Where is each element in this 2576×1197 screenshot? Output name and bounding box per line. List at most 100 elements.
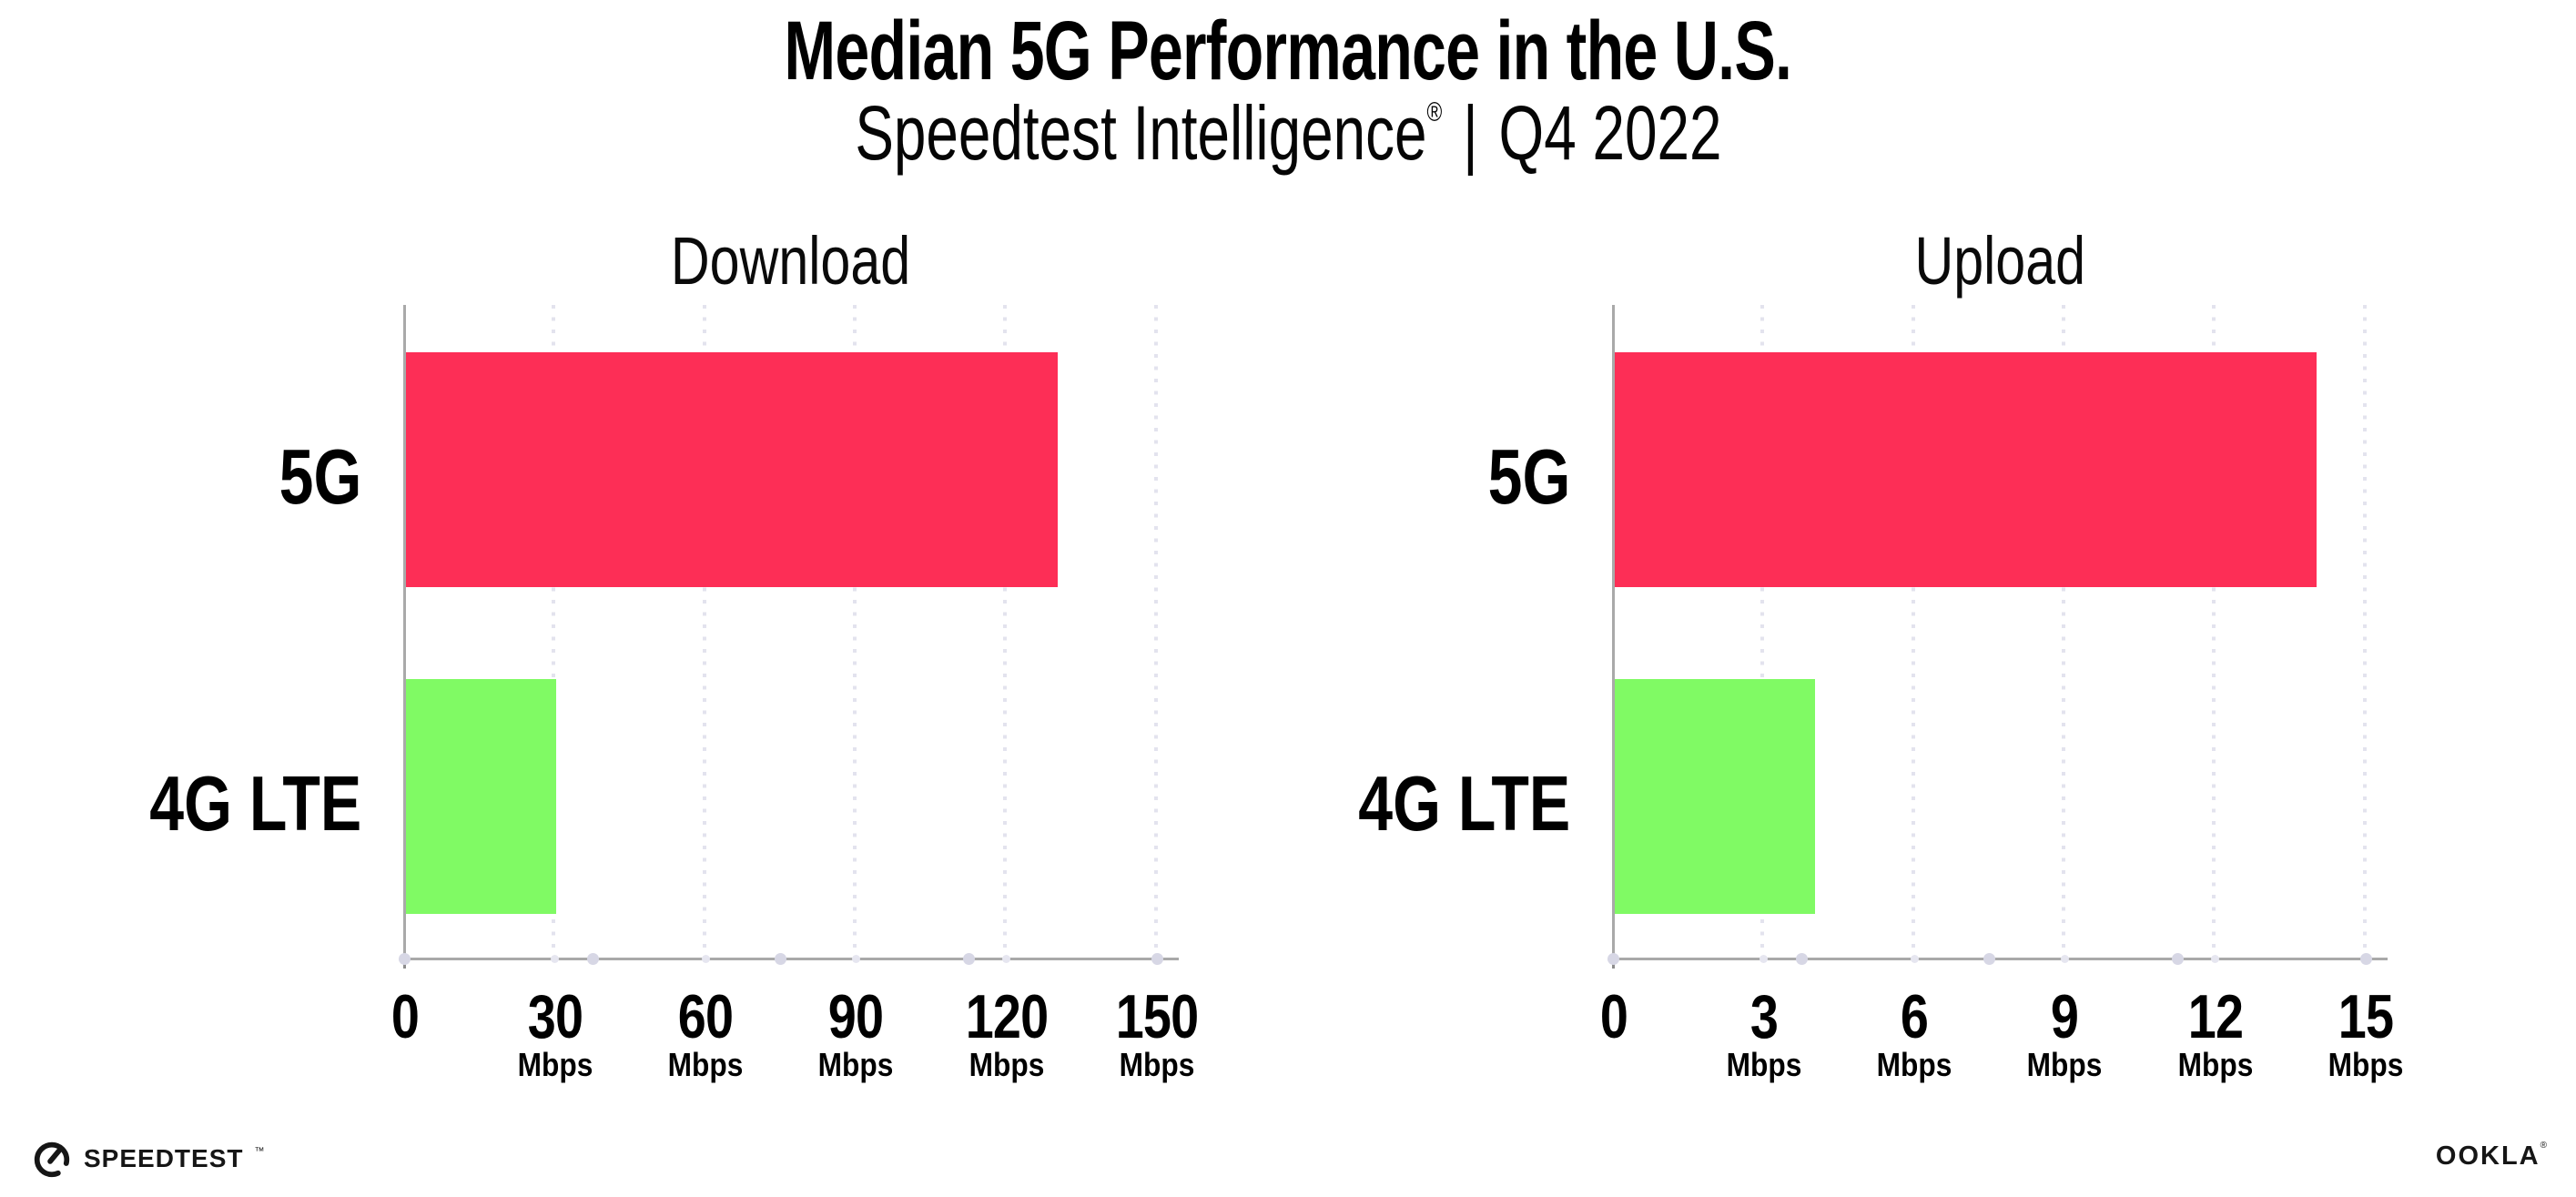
- category-label-text-4g-lte: 4G LTE: [1358, 760, 1570, 847]
- x-tick-label-90: 90: [823, 986, 890, 1048]
- x-tick-label-0: 0: [1597, 986, 1630, 1048]
- x-axis-line: [1612, 958, 2388, 960]
- gridline-base-dot: [1002, 955, 1011, 963]
- x-tick-label-text-0: 0: [1599, 982, 1628, 1051]
- upload-plot-area: 5G 4G LTE 0 3 Mbps 6 Mbps 9 Mbps 12 Mbps 15 Mbps: [1358, 305, 2403, 1081]
- x-tick-label-9: 9: [2048, 986, 2082, 1048]
- axis-quarter-dot: [2359, 953, 2372, 965]
- subtitle: Speedtest Intelligence® | Q4 2022: [0, 93, 2576, 173]
- bar-5g: [406, 352, 1059, 587]
- x-tick-label-text-60: 60: [677, 982, 734, 1051]
- x-tick-label-15: 15: [2332, 986, 2399, 1048]
- x-tick-unit-15: Mbps: [2323, 1049, 2409, 1081]
- x-tick-unit-text-3: Mbps: [1726, 1046, 1802, 1083]
- x-tick-label-text-90: 90: [828, 982, 884, 1051]
- x-tick-label-text-120: 120: [965, 982, 1048, 1051]
- x-tick-unit-text-90: Mbps: [818, 1046, 894, 1083]
- axis-quarter-dot: [1151, 953, 1163, 965]
- x-tick-unit-9: Mbps: [2022, 1049, 2107, 1081]
- download-chart: Download 5G 4G LTE 0 30 Mbps 60 Mbps 90 Mbps 120 M…: [149, 0, 1199, 1197]
- gridline-9: [2061, 305, 2065, 958]
- gridline-90: [852, 305, 857, 958]
- x-tick-unit-6: Mbps: [1871, 1049, 1957, 1081]
- x-tick-label-120: 120: [956, 986, 1056, 1048]
- axis-quarter-dot: [586, 953, 599, 965]
- x-tick-unit-text-120: Mbps: [969, 1046, 1045, 1083]
- x-tick-unit-30: Mbps: [512, 1049, 598, 1081]
- gridline-base-dot: [851, 955, 860, 963]
- x-tick-unit-90: Mbps: [813, 1049, 898, 1081]
- gridline-base-dot: [1910, 955, 1919, 963]
- axis-quarter-dot: [1983, 953, 1996, 965]
- x-tick-unit-text-150: Mbps: [1119, 1046, 1195, 1083]
- gridline-150: [1153, 305, 1158, 958]
- x-tick-unit-120: Mbps: [964, 1049, 1050, 1081]
- x-tick-unit-text-60: Mbps: [667, 1046, 744, 1083]
- subtitle-text: Speedtest Intelligence® | Q4 2022: [855, 93, 1721, 173]
- x-tick-label-text-9: 9: [2051, 982, 2079, 1051]
- gridline-base-dot: [1760, 955, 1769, 963]
- x-tick-label-150: 150: [1107, 986, 1207, 1048]
- page-title-text: Median 5G Performance in the U.S.: [784, 5, 1792, 97]
- category-label-text-4g-lte: 4G LTE: [149, 760, 361, 847]
- gridline-12: [2212, 305, 2216, 958]
- x-tick-label-text-0: 0: [390, 982, 419, 1051]
- gridline-6: [1911, 305, 1915, 958]
- gridline-15: [2362, 305, 2367, 958]
- axis-quarter-dot: [1795, 953, 1808, 965]
- category-label-5g: 5G: [1206, 360, 1570, 594]
- axis-quarter-dot: [1607, 953, 1619, 965]
- x-tick-label-text-12: 12: [2187, 982, 2243, 1051]
- download-plot-area: 5G 4G LTE 0 30 Mbps 60 Mbps 90 Mbps 120 Mbps 150 Mbp…: [149, 305, 1199, 1081]
- x-tick-label-12: 12: [2182, 986, 2249, 1048]
- subtitle-brand: Speedtest Intelligence: [854, 90, 1427, 176]
- gridline-120: [1003, 305, 1008, 958]
- category-label-4g-lte: 4G LTE: [0, 686, 361, 921]
- x-tick-label-text-150: 150: [1115, 982, 1199, 1051]
- x-tick-unit-text-6: Mbps: [1876, 1046, 1952, 1083]
- gridline-base-dot: [551, 955, 560, 963]
- gridline-30: [552, 305, 556, 958]
- x-tick-unit-text-12: Mbps: [2177, 1046, 2254, 1083]
- x-tick-label-text-6: 6: [1900, 982, 1929, 1051]
- page-title: Median 5G Performance in the U.S.: [0, 7, 2576, 96]
- axis-quarter-dot: [399, 953, 411, 965]
- upload-chart-title: Upload: [1612, 226, 2388, 297]
- x-tick-unit-150: Mbps: [1114, 1049, 1200, 1081]
- bar-4g-lte: [1615, 679, 1816, 914]
- bar-5g: [1615, 352, 2317, 587]
- ookla-wordmark: OOKLA: [2435, 1141, 2541, 1171]
- gridline-3: [1760, 305, 1765, 958]
- trademark-icon: ™: [254, 1145, 265, 1157]
- x-tick-unit-text-15: Mbps: [2328, 1046, 2404, 1083]
- bar-4g-lte: [406, 679, 557, 914]
- x-tick-label-text-15: 15: [2338, 982, 2394, 1051]
- upload-chart: Upload 5G 4G LTE 0 3 Mbps 6 Mbps 9 Mbps 12 Mbps 15 M…: [1358, 0, 2403, 1197]
- x-tick-label-60: 60: [672, 986, 739, 1048]
- download-chart-title-text: Download: [671, 223, 911, 299]
- category-label-text-5g: 5G: [1487, 433, 1570, 521]
- ookla-logo: OOKLA ®: [2435, 1141, 2547, 1171]
- x-axis-line: [403, 958, 1179, 960]
- x-tick-label-0: 0: [388, 986, 421, 1048]
- gridline-base-dot: [2211, 955, 2220, 963]
- gridline-60: [702, 305, 706, 958]
- speedtest-gauge-icon: [34, 1141, 70, 1178]
- axis-quarter-dot: [962, 953, 975, 965]
- subtitle-divider: |: [1462, 90, 1478, 176]
- registered-trademark-icon: ®: [1426, 97, 1442, 127]
- category-label-4g-lte: 4G LTE: [1206, 686, 1570, 921]
- speedtest-wordmark: SPEEDTEST: [84, 1144, 244, 1172]
- axis-quarter-dot: [2171, 953, 2184, 965]
- gridline-base-dot: [2060, 955, 2069, 963]
- y-axis-line: [1612, 305, 1615, 960]
- axis-quarter-dot: [775, 953, 787, 965]
- x-tick-unit-text-9: Mbps: [2027, 1046, 2103, 1083]
- x-tick-unit-60: Mbps: [663, 1049, 748, 1081]
- subtitle-period: Q4 2022: [1498, 90, 1722, 176]
- x-tick-label-text-3: 3: [1749, 982, 1779, 1051]
- ookla-registered-icon: ®: [2540, 1141, 2547, 1151]
- gridline-base-dot: [701, 955, 710, 963]
- x-tick-label-30: 30: [522, 986, 589, 1048]
